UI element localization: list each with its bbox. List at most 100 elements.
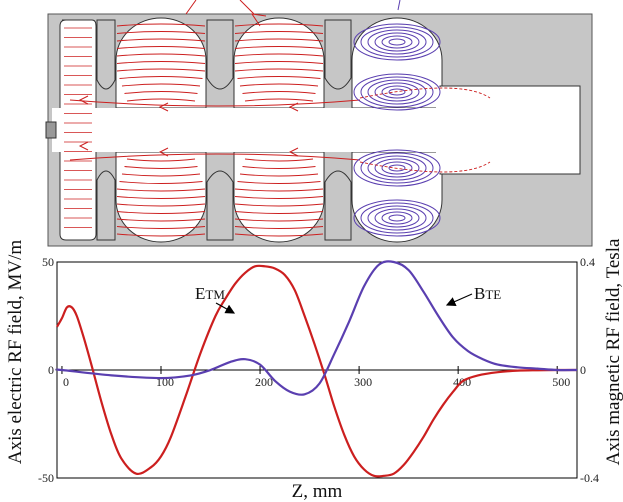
tm-loops-cell-2 — [239, 173, 319, 177]
tm-loops-cell-2 — [234, 226, 324, 229]
te-field-loop — [367, 205, 427, 231]
te-field-loop — [381, 161, 413, 175]
beam-channel — [52, 108, 444, 152]
te-cell — [351, 17, 443, 243]
y-tick-label-left: 0 — [48, 363, 54, 377]
flow-arrow — [78, 141, 89, 151]
tm-loops-cell-2 — [234, 23, 324, 27]
iris-2 — [206, 19, 234, 241]
tm-loops-cell-1 — [116, 38, 206, 42]
tm-loops-cell-1 — [116, 226, 206, 229]
flow-arrow — [288, 147, 299, 157]
flow-arrow — [288, 102, 299, 112]
iris-3 — [324, 19, 352, 241]
tm-waveguide-line — [359, 161, 491, 173]
flow-arrow — [78, 95, 89, 105]
te-field-loop — [388, 164, 406, 172]
y-axis-title-left: Axis electric RF field, MV/m — [5, 240, 26, 464]
tm-loops-cell-2 — [237, 76, 321, 79]
te-field-loop — [360, 26, 434, 58]
te-field-loop — [388, 38, 406, 46]
label-arrow — [215, 302, 236, 314]
tm-loops-cell-2 — [234, 233, 324, 237]
tm-loops-cell-1 — [119, 181, 203, 184]
y-tick-label-left: -50 — [38, 471, 54, 485]
tm-loops-cell-1 — [116, 68, 206, 72]
series-label-bte: BTE — [474, 284, 501, 303]
y-tick-label-right: -0.4 — [580, 471, 599, 485]
te-field-loop — [360, 76, 434, 108]
tm-loops-cell-2 — [234, 46, 324, 49]
series-labels: ETM BTE — [195, 284, 501, 314]
te-field-loop — [353, 199, 441, 237]
x-tick-label: 200 — [255, 375, 273, 389]
y-ticks-left: -50 0 50 — [38, 255, 62, 485]
label-arrow — [445, 293, 473, 307]
x-tick-label: 500 — [552, 375, 570, 389]
tm-loops-cell-2 — [234, 31, 324, 34]
y-tick-label-left: 50 — [42, 255, 54, 269]
x-axis-title: Z, mm — [292, 481, 343, 502]
te-field-loop — [388, 214, 406, 222]
te-field-loop — [367, 155, 427, 181]
tm-loops-cell-2 — [239, 83, 319, 87]
tm-loops-cell-1 — [116, 196, 206, 199]
te-field-loop — [367, 29, 427, 55]
tm-loops-cell-1 — [116, 233, 206, 237]
tm-loops-cell-2 — [242, 91, 316, 94]
te-field-loop — [381, 211, 413, 225]
tm-loops-cell-1 — [119, 76, 203, 79]
te-field-loop — [353, 149, 441, 187]
flow-arrow — [158, 147, 169, 157]
x-tick-label: 300 — [354, 375, 372, 389]
te-field-loop — [381, 35, 413, 49]
tm-loops-cell-2 — [234, 68, 324, 72]
series-line-bte — [55, 260, 578, 396]
tm-loops-cell-2 — [244, 158, 314, 162]
tm-loops-cell-2 — [234, 61, 324, 64]
y-axis-title-right: Axis magnetic RF field, Tesla — [603, 238, 623, 465]
tm-loops-cell-2 — [237, 181, 321, 184]
te-field-loop — [381, 85, 413, 99]
series-label-etm: ETM — [195, 284, 225, 303]
field-lines — [64, 0, 491, 237]
tm-loops-cell-1 — [116, 188, 206, 192]
tm-loops-cell-1 — [124, 91, 198, 94]
accelerating-cell-2 — [233, 17, 325, 243]
tm-loops-cell-1 — [116, 203, 206, 207]
te-field-loop — [353, 73, 441, 111]
tm-loops-cell-1 — [116, 53, 206, 57]
tm-loops-cell-1 — [121, 83, 201, 87]
y-tick-label-right: 0 — [580, 363, 586, 377]
te-field-loop — [360, 152, 434, 184]
te-field-loop — [374, 158, 420, 178]
tm-loops-cell-1 — [116, 23, 206, 27]
te-field-loop — [367, 79, 427, 105]
te-field-loop — [353, 23, 441, 61]
tm-loops-cell-1 — [126, 98, 196, 102]
x-tick-label: 0 — [63, 375, 69, 389]
top-arrows — [185, 0, 267, 27]
tm-loops-cell-1 — [116, 46, 206, 49]
series-group — [55, 260, 578, 478]
te-field-loop — [374, 208, 420, 228]
tm-loops-cell-2 — [234, 196, 324, 199]
tm-loops-cell-1 — [124, 166, 198, 169]
series-line-etm — [56, 264, 578, 478]
tm-loops-cell-2 — [234, 53, 324, 57]
iris-1 — [96, 19, 116, 241]
te-field-loop — [388, 88, 406, 96]
cathode — [45, 121, 57, 139]
tm-loops-cell-1 — [121, 173, 201, 177]
te-field-loop — [360, 202, 434, 234]
tm-loops-cell-1 — [126, 158, 196, 162]
tm-loops-cell-2 — [234, 38, 324, 42]
tm-loops-cell-2 — [234, 188, 324, 192]
tm-loops-cell-2 — [244, 98, 314, 102]
te-field-loop — [374, 32, 420, 52]
te-arrow — [397, 0, 401, 11]
tm-loops-cell-1 — [116, 211, 206, 214]
accelerating-cell-1 — [115, 17, 207, 243]
